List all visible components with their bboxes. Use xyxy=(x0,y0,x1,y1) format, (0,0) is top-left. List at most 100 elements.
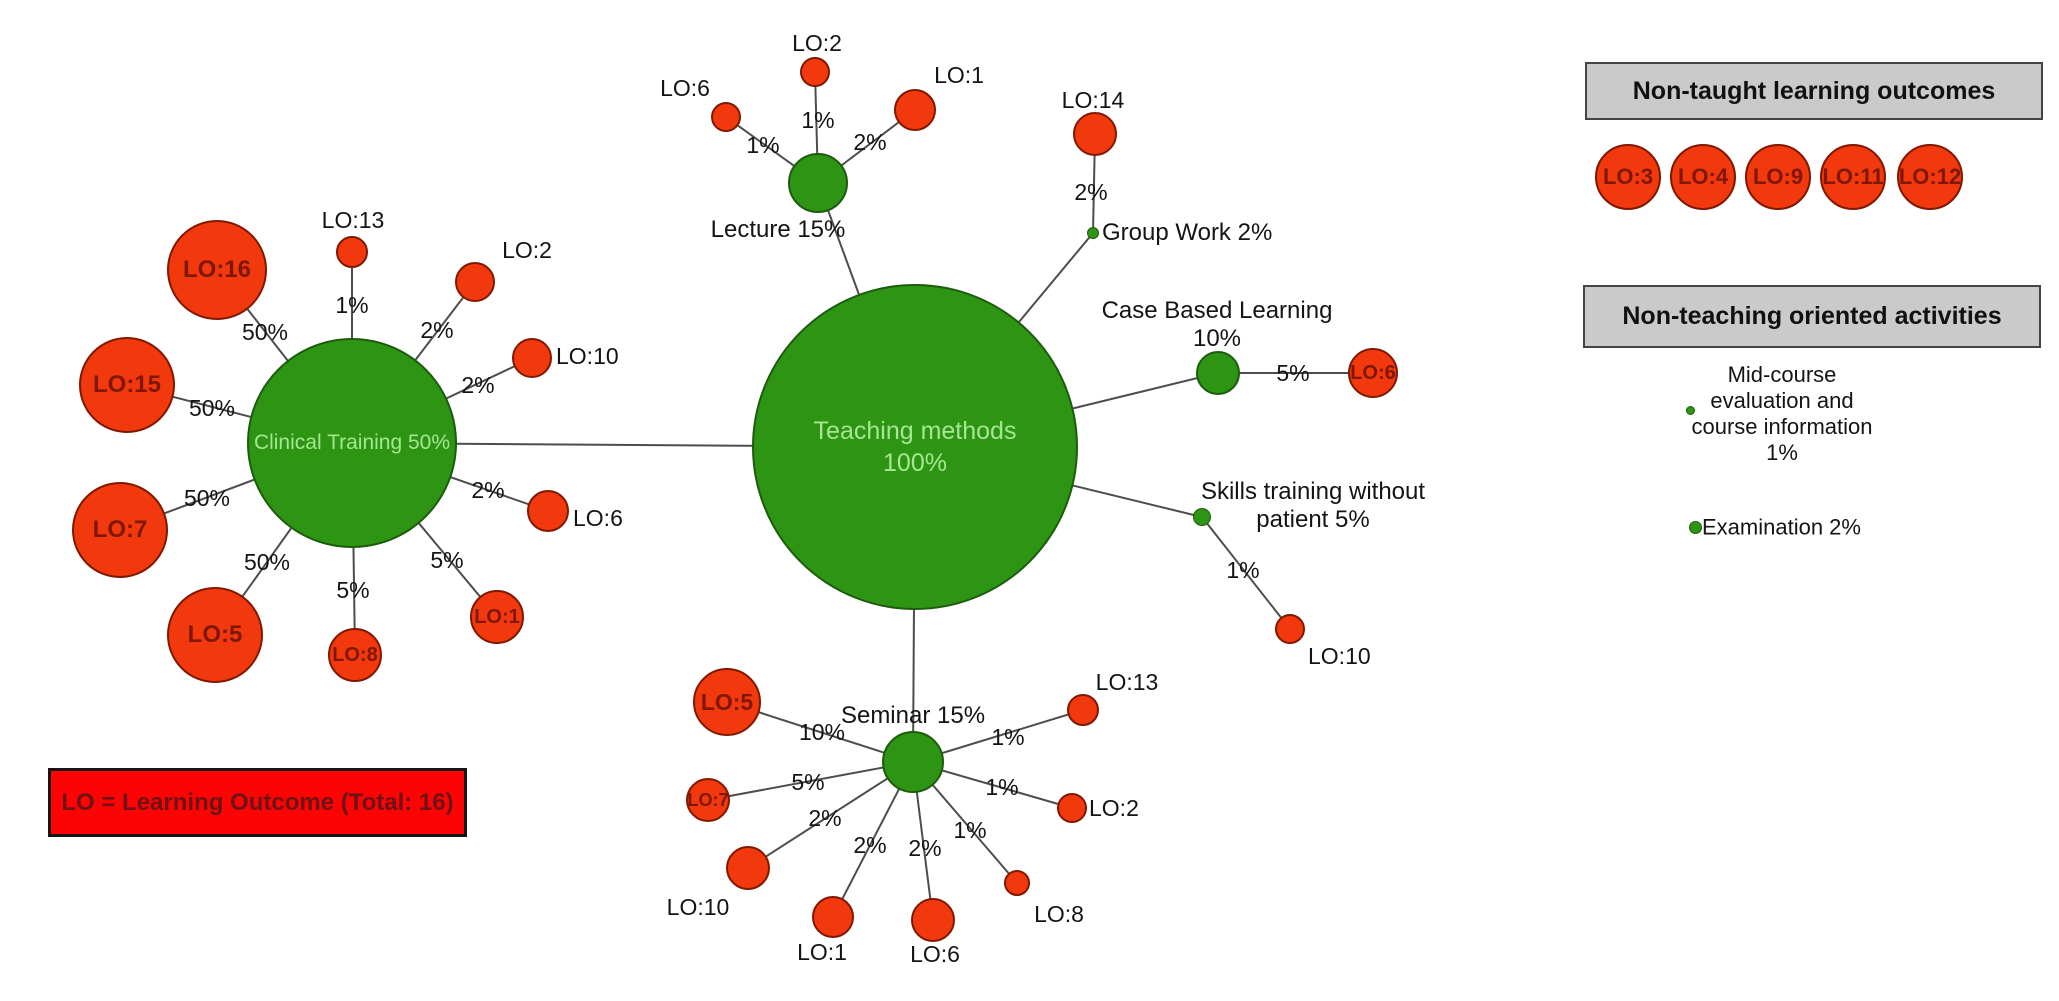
edge-pct-seminar-lo1: 2% xyxy=(853,831,887,858)
outcome-label-seminar-lo7: LO:7 xyxy=(687,789,729,810)
outcome-node-lecture-lo6 xyxy=(711,102,741,132)
outcome-label-seminar-lo8: LO:8 xyxy=(1034,900,1084,927)
skills-training-label-line1: Skills training without xyxy=(1200,478,1426,505)
edge-pct-clinical-lo7: 50% xyxy=(183,484,231,511)
edge-pct-clinical-lo10: 2% xyxy=(461,371,495,398)
outcome-node-lecture-lo2 xyxy=(800,57,830,87)
edge-pct-seminar-lo8: 1% xyxy=(953,816,987,843)
case-based-learning-label-line1: Case Based Learning xyxy=(1101,297,1333,324)
edge-seminar-lo7 xyxy=(707,761,914,801)
edge-pct-lecture-lo2: 1% xyxy=(801,106,835,133)
legend-non-teaching-title: Non-teaching oriented activities xyxy=(1622,302,2002,330)
lecture-label: Lecture 15% xyxy=(710,216,846,244)
edge-pct-seminar-lo5: 10% xyxy=(798,718,846,745)
outcome-label-lo1: LO:1 xyxy=(474,605,520,628)
outcome-label-casebased-lo6: LO:6 xyxy=(1350,361,1396,384)
group-work-node xyxy=(1087,227,1099,239)
legend-label-lo12: LO:12 xyxy=(1898,164,1962,189)
outcome-node-seminar-lo2 xyxy=(1057,793,1087,823)
outcome-node-clinical-lo16: LO:16 xyxy=(167,220,267,320)
outcome-node-clinical-lo13 xyxy=(336,236,368,268)
edge-pct-clinical-lo6: 2% xyxy=(471,476,505,503)
outcome-node-clinical-lo8: LO:8 xyxy=(328,628,382,682)
outcome-node-seminar-lo13 xyxy=(1067,694,1099,726)
legend-non-taught-title: Non-taught learning outcomes xyxy=(1632,76,1996,105)
outcome-node-seminar-lo10 xyxy=(726,846,770,890)
outcome-node-seminar-lo6 xyxy=(911,898,955,942)
mid-course-label: Mid-course evaluation and course informa… xyxy=(1692,362,1873,466)
case-based-learning-label-line2: 10% xyxy=(1192,325,1242,352)
seminar-label: Seminar 15% xyxy=(840,702,986,730)
edge-pct-lecture-lo6: 1% xyxy=(746,131,780,158)
group-work-label: Group Work 2% xyxy=(1102,219,1273,247)
edge-pct-clinical-lo5: 50% xyxy=(243,548,291,575)
legend-node-lo3: LO:3 xyxy=(1595,144,1661,210)
edge-pct-seminar-lo13: 1% xyxy=(991,723,1025,750)
outcome-node-seminar-lo7: LO:7 xyxy=(686,778,730,822)
teaching-methods-label: Teaching methods 100% xyxy=(814,415,1017,480)
outcome-label-groupwork-lo14: LO:14 xyxy=(1061,86,1125,113)
outcome-label-lecture-lo2: LO:2 xyxy=(792,29,842,56)
case-based-learning-label: Case Based Learning 10% xyxy=(1102,297,1333,353)
legend-non-teaching-box: Non-teaching oriented activities xyxy=(1583,285,2041,348)
legend-non-taught-box: Non-taught learning outcomes xyxy=(1585,62,2043,120)
legend-label-lo3: LO:3 xyxy=(1602,164,1654,189)
outcome-node-groupwork-lo14 xyxy=(1073,112,1117,156)
case-based-learning-node xyxy=(1196,351,1240,395)
edge-pct-clinical-lo8: 5% xyxy=(336,576,370,603)
outcome-node-clinical-lo5: LO:5 xyxy=(167,587,263,683)
outcome-label-seminar-lo5: LO:5 xyxy=(700,688,754,715)
outcome-label-lecture-lo6: LO:6 xyxy=(660,74,710,101)
legend-node-lo4: LO:4 xyxy=(1670,144,1736,210)
note-box-text: LO = Learning Outcome (Total: 16) xyxy=(61,788,454,816)
mid-course-dot xyxy=(1686,406,1695,415)
outcome-label-clinical-lo6: LO:6 xyxy=(573,504,623,531)
edge-pct-groupwork-lo14: 2% xyxy=(1074,178,1108,205)
edge-pct-seminar-lo6: 2% xyxy=(908,834,942,861)
outcome-label-clinical-lo10: LO:10 xyxy=(556,342,619,369)
outcome-label-seminar-lo6: LO:6 xyxy=(910,940,960,967)
skills-training-label-line2: patient 5% xyxy=(1256,506,1370,533)
teaching-methods-label-line2: 100% xyxy=(883,449,947,477)
edge-pct-casebased-lo6: 5% xyxy=(1276,359,1310,386)
outcome-node-clinical-lo7: LO:7 xyxy=(72,482,168,578)
edge-pct-clinical-lo2: 2% xyxy=(420,316,454,343)
legend-node-lo11: LO:11 xyxy=(1820,144,1886,210)
outcome-node-seminar-lo1 xyxy=(812,896,854,938)
outcome-label-lo7: LO:7 xyxy=(92,516,148,543)
edge-pct-clinical-lo1: 5% xyxy=(430,546,464,573)
edge-seminar-lo10 xyxy=(747,761,914,869)
mid-course-label-line3: course information xyxy=(1691,414,1873,439)
edge-pct-clinical-lo16: 50% xyxy=(241,318,289,345)
mid-course-label-line2: evaluation and xyxy=(1710,388,1854,413)
legend-label-lo11: LO:11 xyxy=(1822,164,1884,189)
mid-course-label-line1: Mid-course xyxy=(1727,362,1837,387)
outcome-label-seminar-lo1: LO:1 xyxy=(797,938,847,965)
outcome-node-seminar-lo8 xyxy=(1004,870,1030,896)
outcome-node-casebased-lo6: LO:6 xyxy=(1348,348,1398,398)
outcome-label-seminar-lo10: LO:10 xyxy=(666,893,730,920)
teaching-methods-label-line1: Teaching methods xyxy=(813,416,1017,445)
teaching-methods-node: Teaching methods 100% xyxy=(752,284,1078,610)
outcome-label-clinical-lo2: LO:2 xyxy=(502,236,552,263)
edge-pct-clinical-lo13: 1% xyxy=(335,291,369,318)
legend-node-lo9: LO:9 xyxy=(1745,144,1811,210)
seminar-node xyxy=(882,731,944,793)
skills-training-label: Skills training without patient 5% xyxy=(1201,478,1425,534)
outcome-label-lo5: LO:5 xyxy=(187,621,243,648)
legend-label-lo9: LO:9 xyxy=(1752,164,1804,189)
outcome-node-skills-lo10 xyxy=(1275,614,1305,644)
lecture-node xyxy=(788,153,848,213)
outcome-node-clinical-lo1: LO:1 xyxy=(470,590,524,644)
edge-pct-lecture-lo1: 2% xyxy=(853,128,887,155)
edge-pct-clinical-lo15: 50% xyxy=(188,394,236,421)
outcome-label-lecture-lo1: LO:1 xyxy=(934,61,984,88)
edge-skills-lo10 xyxy=(1201,516,1291,630)
outcome-label-skills-lo10: LO:10 xyxy=(1308,642,1371,669)
edge-pct-seminar-lo7: 5% xyxy=(791,768,825,795)
edge-pct-seminar-lo10: 2% xyxy=(808,804,842,831)
outcome-node-clinical-lo10 xyxy=(512,338,552,378)
outcome-label-lo15: LO:15 xyxy=(92,371,161,398)
edge-pct-skills-lo10: 1% xyxy=(1226,556,1260,583)
examination-label: Examination 2% xyxy=(1702,514,1861,540)
